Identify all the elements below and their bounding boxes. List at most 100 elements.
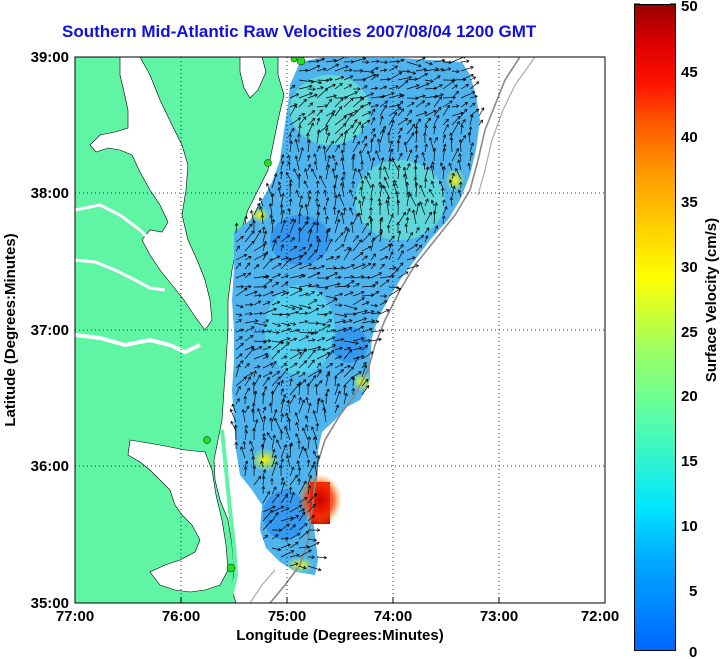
velocity-arrow xyxy=(253,203,260,216)
velocity-arrowhead xyxy=(428,211,432,216)
velocity-arrowhead xyxy=(358,371,362,375)
velocity-arrow xyxy=(415,154,418,162)
y-tick-label: 36:00 xyxy=(31,458,69,475)
velocity-arrowhead xyxy=(369,217,374,222)
velocity-arrowhead xyxy=(257,365,261,369)
velocity-arrowhead xyxy=(273,239,277,244)
velocity-arrowhead xyxy=(333,94,337,98)
velocity-arrowhead xyxy=(313,492,318,497)
velocity-arrow xyxy=(249,441,255,450)
velocity-arrow xyxy=(379,116,383,126)
velocity-arrow xyxy=(370,281,379,288)
velocity-arrow xyxy=(442,118,449,126)
velocity-arrow xyxy=(298,481,307,495)
velocity-arrowhead xyxy=(296,460,300,464)
velocity-arrow xyxy=(316,313,327,316)
velocity-arrowhead xyxy=(307,305,312,310)
velocity-arrowhead xyxy=(435,67,439,71)
speed-patch-cyan xyxy=(290,75,370,145)
velocity-arrow xyxy=(297,460,300,468)
velocity-arrow xyxy=(307,369,322,378)
velocity-arrow xyxy=(313,450,318,459)
velocity-arrowhead xyxy=(335,63,340,67)
velocity-arrow xyxy=(422,152,426,162)
velocity-arrow xyxy=(280,193,284,207)
velocity-arrow xyxy=(414,177,417,189)
velocity-arrowhead xyxy=(439,162,444,166)
velocity-arrow xyxy=(262,377,270,387)
velocity-arrow xyxy=(352,213,359,225)
velocity-arrow xyxy=(298,360,307,369)
velocity-arrow xyxy=(271,290,286,297)
velocity-arrowhead xyxy=(378,201,383,206)
velocity-arrow xyxy=(343,247,351,252)
velocity-arrow xyxy=(270,215,273,225)
velocity-arrowhead xyxy=(322,145,327,150)
velocity-arrow xyxy=(314,161,318,171)
velocity-arrowhead xyxy=(257,374,261,378)
velocity-arrowhead xyxy=(257,475,262,480)
velocity-arrowhead xyxy=(407,207,411,212)
velocity-arrowhead xyxy=(262,415,267,420)
velocity-arrow xyxy=(352,291,365,297)
velocity-arrow xyxy=(316,265,325,270)
velocity-arrow xyxy=(307,122,314,135)
velocity-arrow xyxy=(289,492,295,504)
velocity-arrowhead xyxy=(372,133,376,138)
velocity-arrow xyxy=(334,390,341,405)
velocity-arrow xyxy=(334,320,346,324)
velocity-arrowhead xyxy=(424,235,429,239)
velocity-arrowhead xyxy=(414,125,419,129)
velocity-arrow xyxy=(460,60,470,63)
velocity-arrow xyxy=(271,449,275,459)
velocity-arrowhead xyxy=(424,143,428,147)
velocity-arrow xyxy=(442,97,456,99)
velocity-arrowhead xyxy=(397,107,402,111)
velocity-arrow xyxy=(230,409,237,423)
velocity-arrow xyxy=(325,140,334,153)
velocity-arrow xyxy=(388,267,397,270)
velocity-arrowhead xyxy=(354,306,358,311)
velocity-arrowhead xyxy=(280,477,285,481)
velocity-arrowhead xyxy=(287,208,292,212)
velocity-arrowhead xyxy=(315,180,320,184)
velocity-arrowhead xyxy=(291,84,296,89)
velocity-arrow xyxy=(271,371,280,378)
velocity-arrowhead xyxy=(301,508,306,512)
velocity-arrowhead xyxy=(238,319,242,323)
river-potomac xyxy=(75,203,152,242)
velocity-arrowhead xyxy=(367,172,371,176)
velocity-arrow xyxy=(451,116,461,126)
velocity-arrowhead xyxy=(383,176,388,181)
velocity-arrowhead xyxy=(299,204,304,208)
velocity-arrowhead xyxy=(394,65,398,69)
velocity-arrowhead xyxy=(400,108,405,112)
velocity-arrowhead xyxy=(469,151,474,156)
velocity-arrow xyxy=(298,467,300,477)
velocity-arrow xyxy=(262,444,264,459)
velocity-arrowhead xyxy=(321,337,326,341)
velocity-arrowhead xyxy=(250,230,255,235)
velocity-arrow xyxy=(334,195,337,207)
velocity-arrow xyxy=(307,229,312,243)
velocity-arrow xyxy=(352,105,364,117)
velocity-arrowhead xyxy=(275,281,280,286)
velocity-arrowhead xyxy=(383,104,387,109)
velocity-arrowhead xyxy=(303,447,308,452)
velocity-arrowhead xyxy=(330,112,335,117)
velocity-arrowhead xyxy=(391,235,395,239)
velocity-arrowhead xyxy=(440,67,445,72)
velocity-arrow xyxy=(298,523,308,531)
velocity-arrow xyxy=(334,145,340,153)
velocity-arrowhead xyxy=(357,168,362,173)
velocity-arrow xyxy=(262,301,271,306)
station-marker xyxy=(226,563,236,573)
velocity-arrow xyxy=(325,295,337,300)
velocity-arrowhead xyxy=(460,111,464,116)
velocity-arrow xyxy=(298,331,314,334)
velocity-arrowhead xyxy=(241,408,246,413)
velocity-arrowhead xyxy=(303,360,308,364)
velocity-arrowhead xyxy=(418,63,422,68)
velocity-arrowhead xyxy=(251,347,255,351)
velocity-arrowhead xyxy=(431,161,435,165)
